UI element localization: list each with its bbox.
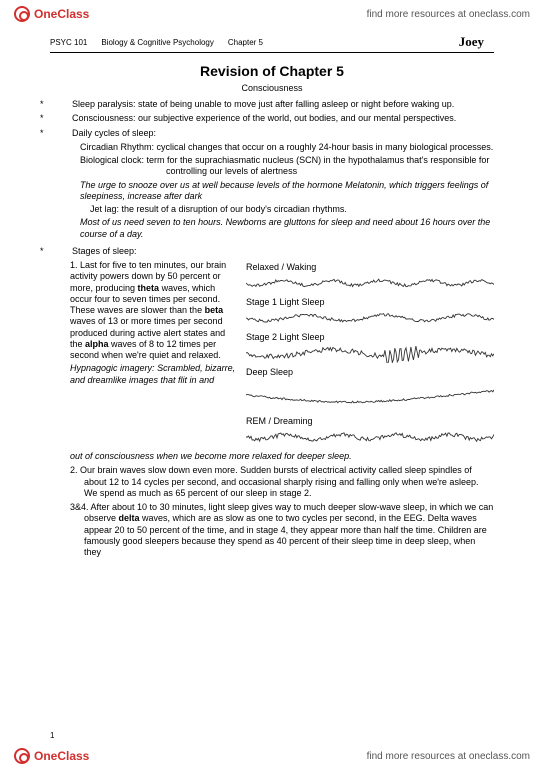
t: waves, which are as slow as one to two c… (84, 513, 487, 557)
alpha: alpha (85, 339, 109, 349)
label: Circadian Rhythm: (80, 142, 154, 152)
page-number: 1 (50, 731, 54, 740)
theta: theta (138, 283, 160, 293)
page-title: Revision of Chapter 5 (50, 63, 494, 79)
bottom-tagline: find more resources at oneclass.com (367, 751, 530, 762)
def-circadian: Circadian Rhythm: cyclical changes that … (50, 142, 494, 153)
label: Biological clock: (80, 155, 144, 165)
hypnagogic-cont: out of consciousness when we become more… (50, 451, 494, 462)
course-code: PSYC 101 (50, 38, 87, 47)
course-subject: Biology & Cognitive Psychology (101, 38, 214, 47)
beta: beta (205, 305, 224, 315)
def-melatonin: The urge to snooze over us at well becau… (50, 180, 494, 203)
stage1-text: 1. Last for five to ten minutes, our bra… (50, 260, 238, 449)
text: Daily cycles of sleep: (72, 128, 156, 138)
stages-header: *Stages of sleep: (50, 246, 494, 257)
brand-logo-bottom: OneClass (14, 748, 89, 764)
top-bar: OneClass find more resources at oneclass… (0, 0, 544, 28)
brand-name: OneClass (34, 749, 89, 763)
label-relaxed: Relaxed / Waking (246, 262, 494, 272)
wave-deep (246, 378, 494, 412)
text: Sleep paralysis: state of being unable t… (72, 99, 454, 109)
course-header: PSYC 101 Biology & Cognitive Psychology … (50, 34, 494, 53)
stage2-text: 2. Our brain waves slow down even more. … (50, 465, 494, 499)
text: Stages of sleep: (72, 246, 137, 256)
delta: delta (119, 513, 140, 523)
label: Hypnagogic imagery: (70, 363, 155, 373)
logo-icon (14, 748, 30, 764)
label-rem: REM / Dreaming (246, 416, 494, 426)
logo-icon (14, 6, 30, 22)
eeg-waves: Relaxed / Waking Stage 1 Light Sleep Sta… (246, 260, 494, 449)
top-tagline: find more resources at oneclass.com (367, 9, 530, 20)
def-jetlag: Jet lag: the result of a disruption of o… (50, 204, 494, 215)
brand-name: OneClass (34, 7, 89, 21)
brand-logo: OneClass (14, 6, 89, 22)
def-daily: *Daily cycles of sleep: (50, 128, 494, 139)
document-content: PSYC 101 Biology & Cognitive Psychology … (0, 28, 544, 568)
wave-s1 (246, 308, 494, 328)
wave-rem (246, 427, 494, 447)
hypnagogic: Hypnagogic imagery: Scrambled, bizarre, … (70, 363, 238, 386)
page-subtitle: Consciousness (50, 83, 494, 93)
def-bioclock: Biological clock: term for the suprachia… (50, 155, 494, 178)
author-name: Joey (459, 34, 494, 50)
def-hours: Most of us need seven to ten hours. Newb… (50, 217, 494, 240)
bottom-bar: OneClass find more resources at oneclass… (0, 742, 544, 770)
wave-relaxed (246, 273, 494, 293)
stage34-text: 3&4. After about 10 to 30 minutes, light… (50, 502, 494, 558)
wave-s2 (246, 343, 494, 363)
def-sleep-paralysis: *Sleep paralysis: state of being unable … (50, 99, 494, 110)
text: Consciousness: our subjective experience… (72, 113, 456, 123)
text: term for the suprachiasmatic nucleus (SC… (147, 155, 490, 176)
text: cyclical changes that occur on a roughly… (157, 142, 494, 152)
label-deep: Deep Sleep (246, 367, 494, 377)
course-chapter: Chapter 5 (228, 38, 263, 47)
stages-columns: 1. Last for five to ten minutes, our bra… (50, 260, 494, 449)
label-s1: Stage 1 Light Sleep (246, 297, 494, 307)
def-consciousness: *Consciousness: our subjective experienc… (50, 113, 494, 124)
label-s2: Stage 2 Light Sleep (246, 332, 494, 342)
